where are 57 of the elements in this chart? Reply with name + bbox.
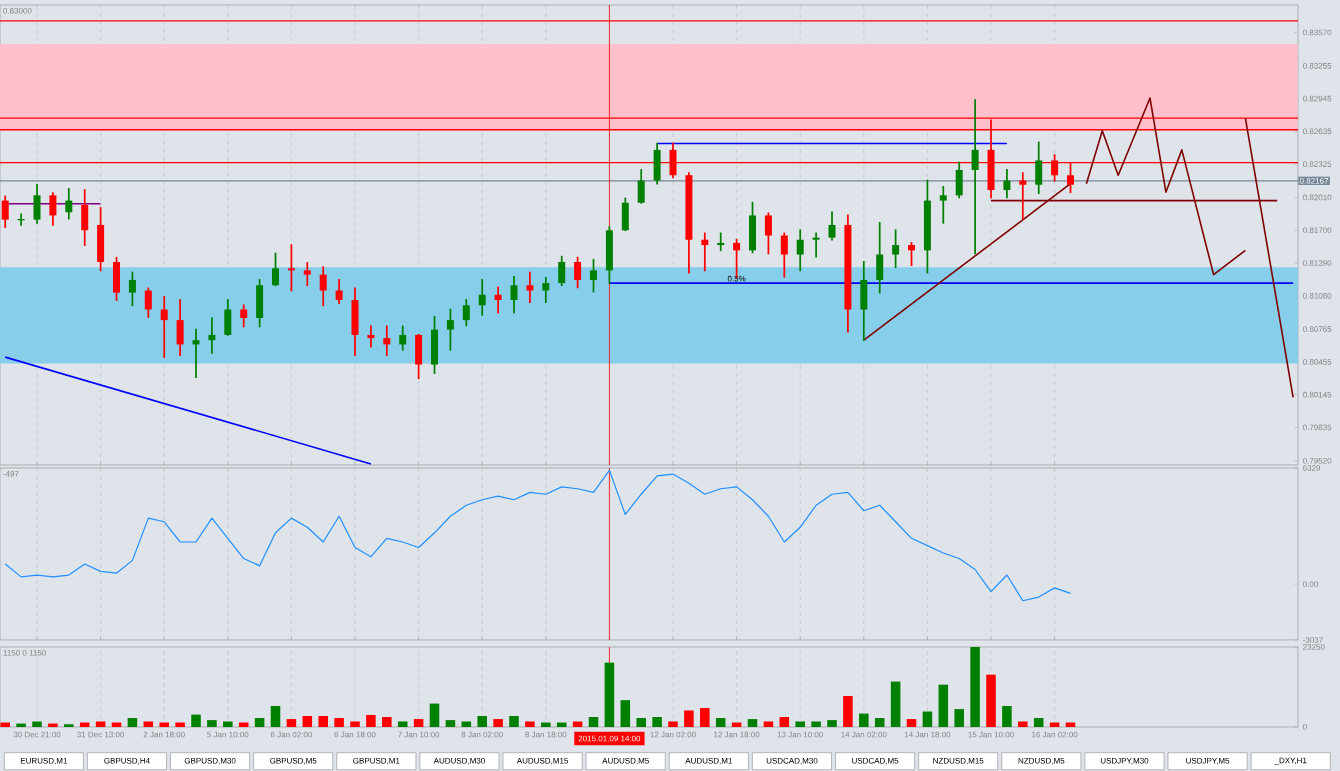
text: USDJPY,M30 [1100,757,1149,765]
x-tick-label: 2015.01.09 14:00 [578,735,641,742]
annotation: -497 [3,470,19,477]
y-tick-label: 0.82635 [1303,128,1332,135]
y-tick-label: 0.80455 [1303,359,1332,365]
y-tick-label: 0.83570 [1303,29,1332,36]
x-tick-label: 6 Jan 18:00 [334,731,376,738]
x-tick-label: 7 Jan 10:00 [398,731,440,738]
x-tick-label: 12 Jan 02:00 [650,731,696,738]
x-tick-label: 14 Jan 02:00 [841,731,887,738]
y-tick-label: 0.82325 [1303,161,1332,167]
text: GBPUSD,M30 [184,757,236,765]
text: NZDUSD,M5 [1018,757,1065,765]
y-tick-label: 0.82010 [1303,194,1332,201]
x-tick-label: 30 Dec 21:00 [13,731,61,738]
x-tick-label: 31 Dec 13:00 [77,731,125,738]
y-tick-label: 0.80145 [1303,391,1332,398]
y-tick-label: 0.80765 [1303,326,1332,332]
x-tick-label: 16 Jan 02:00 [1032,731,1078,738]
text: EURUSD,M1 [20,757,67,765]
y-tick-label: 6329 [1303,465,1321,471]
text: AUDUSD,M30 [433,757,485,765]
y-tick-label: 0.79520 [1303,457,1332,464]
x-tick-label: 6 Jan 02:00 [270,731,312,738]
x-tick-label: 2 Jan 18:00 [143,731,185,738]
annotation: 0.5% [727,275,746,282]
text: USDCAD,M5 [852,757,899,765]
text: GBPUSD,M5 [270,757,317,765]
annotation: 1150 0 1150 [3,649,46,656]
x-tick-label: 15 Jan 10:00 [968,731,1014,738]
y-tick-label: 0.79835 [1303,424,1332,431]
text: NZDUSD,M15 [933,757,984,765]
text: USDJPY,M5 [1186,757,1230,765]
text: GBPUSD,M1 [353,757,400,765]
x-tick-label: 8 Jan 02:00 [461,731,503,738]
y-tick-label: 0.00 [1303,581,1318,588]
text: AUDUSD,M15 [516,757,569,765]
y-tick-label: 23250 [1303,644,1325,650]
text: USDCAD,M30 [766,757,818,765]
x-tick-label: 12 Jan 18:00 [714,731,760,738]
y-tick-label: 0.82945 [1303,95,1332,102]
y-tick-label: -3037 [1303,637,1323,643]
y-tick-label: 0.81080 [1303,292,1332,299]
x-tick-label: 5 Jan 10:00 [207,731,249,738]
annotation: 0.83000 [3,7,32,14]
x-tick-label: 8 Jan 18:00 [525,731,567,738]
x-tick-label: 14 Jan 18:00 [904,731,951,738]
text: AUDUSD,M1 [685,757,732,765]
y-tick-label: 0.83255 [1303,62,1332,69]
text: _DXY,H1 [1274,757,1307,765]
x-tick-label: 13 Jan 10:00 [777,731,824,738]
text: AUDUSD,M5 [602,757,649,765]
y-tick-label: 0.81390 [1303,260,1332,266]
text: GBPUSD,H4 [104,757,150,765]
ref-line-label: 0.82167 [1299,178,1329,184]
y-tick-label: 0 [1303,724,1307,730]
y-tick-label: 0.81700 [1303,227,1332,234]
